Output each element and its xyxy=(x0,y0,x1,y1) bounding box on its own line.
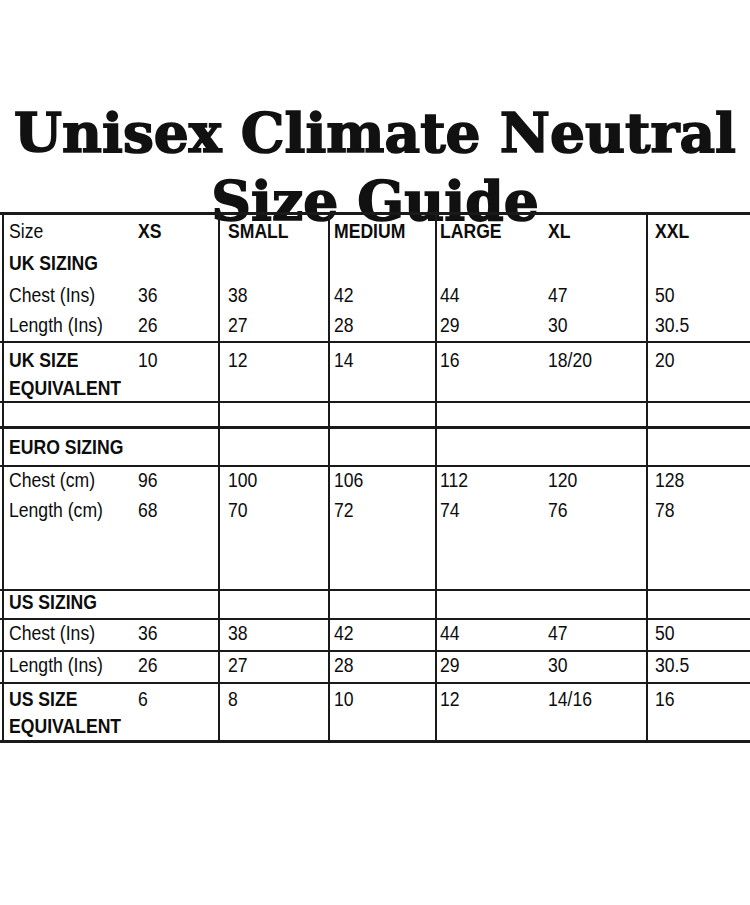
cell: 10 xyxy=(334,688,354,711)
table-row-uk-size-equivalent: UK SIZE 10 12 14 16 18/20 20 xyxy=(0,349,750,377)
divider xyxy=(0,682,750,684)
cell: 30 xyxy=(548,314,568,337)
cell: 29 xyxy=(440,314,460,337)
cell: 16 xyxy=(440,349,460,372)
header-small: SMALL xyxy=(228,220,289,243)
cell: 106 xyxy=(334,469,363,492)
cell: 12 xyxy=(228,349,248,372)
cell: 50 xyxy=(655,622,675,645)
cell: 100 xyxy=(228,469,257,492)
section-row-uk-sizing: UK SIZING xyxy=(0,252,750,280)
row-label: Length (Ins) xyxy=(9,654,103,677)
row-label: Chest (Ins) xyxy=(9,622,95,645)
cell: 36 xyxy=(138,284,158,307)
row-label: Chest (Ins) xyxy=(9,284,95,307)
cell: 18/20 xyxy=(548,349,592,372)
cell: 38 xyxy=(228,284,248,307)
header-xxl: XXL xyxy=(655,220,689,243)
divider xyxy=(0,212,750,215)
cell: 29 xyxy=(440,654,460,677)
header-xl: XL xyxy=(548,220,570,243)
cell: 12 xyxy=(440,688,460,711)
cell: 70 xyxy=(228,499,248,522)
table-row-us-chest: Chest (Ins) 36 38 42 44 47 50 xyxy=(0,622,750,650)
uk-sizing-label: UK SIZING xyxy=(9,252,98,275)
divider xyxy=(0,426,750,429)
divider xyxy=(0,650,750,652)
cell: 47 xyxy=(548,284,568,307)
cell: 16 xyxy=(655,688,675,711)
cell: 44 xyxy=(440,284,460,307)
table-row-us-length: Length (Ins) 26 27 28 29 30 30.5 xyxy=(0,654,750,682)
cell: 72 xyxy=(334,499,354,522)
cell: 47 xyxy=(548,622,568,645)
row-label: UK SIZE xyxy=(9,349,78,372)
cell: 30.5 xyxy=(655,314,689,337)
cell: 36 xyxy=(138,622,158,645)
table-row-uk-length: Length (Ins) 26 27 28 29 30 30.5 xyxy=(0,314,750,342)
size-guide-page: Unisex Climate Neutral Size Guide Size X… xyxy=(0,0,750,905)
cell: 20 xyxy=(655,349,675,372)
cell: 10 xyxy=(138,349,158,372)
row-label-line2: EQUIVALENT xyxy=(9,377,121,400)
divider xyxy=(0,465,750,467)
cell: 28 xyxy=(334,654,354,677)
cell: 68 xyxy=(138,499,158,522)
header-xs: XS xyxy=(138,220,161,243)
euro-sizing-label: EURO SIZING xyxy=(9,436,123,459)
cell: 78 xyxy=(655,499,675,522)
table-row-us-size-equivalent: US SIZE 6 8 10 12 14/16 16 xyxy=(0,688,750,716)
row-label: US SIZE xyxy=(9,688,77,711)
cell: 6 xyxy=(138,688,148,711)
header-medium: MEDIUM xyxy=(334,220,405,243)
us-sizing-label: US SIZING xyxy=(9,591,97,614)
cell: 112 xyxy=(440,469,468,492)
cell: 30.5 xyxy=(655,654,689,677)
cell: 14 xyxy=(334,349,354,372)
cell: 42 xyxy=(334,622,354,645)
row-label: Length (cm) xyxy=(9,499,103,522)
cell: 8 xyxy=(228,688,238,711)
cell: 27 xyxy=(228,314,248,337)
cell: 50 xyxy=(655,284,675,307)
table-row-us-size-equivalent-line2: EQUIVALENT xyxy=(0,715,750,743)
cell: 76 xyxy=(548,499,568,522)
table-row-euro-length: Length (cm) 68 70 72 74 76 78 xyxy=(0,499,750,527)
cell: 38 xyxy=(228,622,248,645)
cell: 128 xyxy=(655,469,684,492)
row-label: Length (Ins) xyxy=(9,314,103,337)
cell: 74 xyxy=(440,499,460,522)
section-row-us-sizing: US SIZING xyxy=(0,591,750,619)
cell: 27 xyxy=(228,654,248,677)
table-header-row: Size XS SMALL MEDIUM LARGE XL XXL xyxy=(0,220,750,248)
table-row-euro-chest: Chest (cm) 96 100 106 112 120 128 xyxy=(0,469,750,497)
cell: 120 xyxy=(548,469,577,492)
table-row-uk-size-equivalent-line2: EQUIVALENT xyxy=(0,377,750,405)
cell: 14/16 xyxy=(548,688,592,711)
cell: 96 xyxy=(138,469,158,492)
cell: 44 xyxy=(440,622,460,645)
cell: 26 xyxy=(138,314,158,337)
header-size-label: Size xyxy=(9,220,43,243)
row-label: Chest (cm) xyxy=(9,469,95,492)
page-title-line1: Unisex Climate Neutral xyxy=(0,99,750,167)
cell: 28 xyxy=(334,314,354,337)
cell: 26 xyxy=(138,654,158,677)
header-large: LARGE xyxy=(440,220,502,243)
cell: 30 xyxy=(548,654,568,677)
table-row-uk-chest: Chest (Ins) 36 38 42 44 47 50 xyxy=(0,284,750,312)
section-row-euro-sizing: EURO SIZING xyxy=(0,436,750,464)
cell: 42 xyxy=(334,284,354,307)
row-label-line2: EQUIVALENT xyxy=(9,715,121,738)
